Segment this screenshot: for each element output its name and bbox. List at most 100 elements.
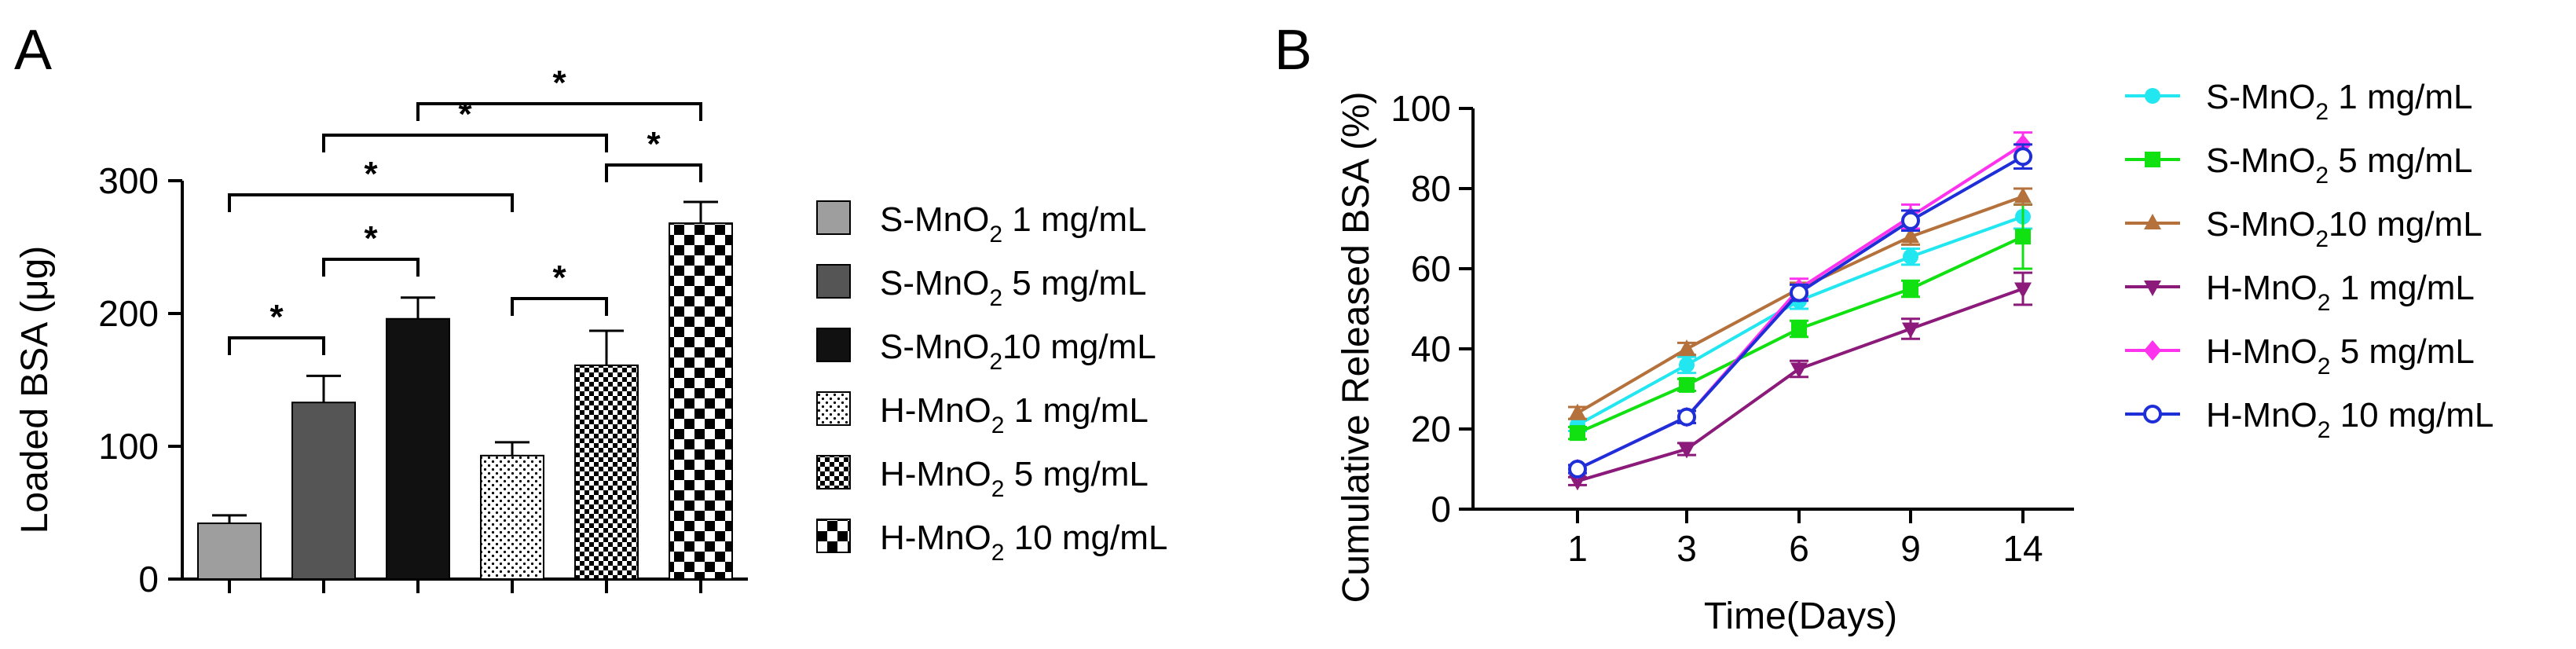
significance-star: * — [364, 219, 378, 258]
legend-label: S-MnO2 1 mg/mL — [2206, 78, 2472, 125]
x-tick-label: 9 — [1900, 528, 1921, 569]
significance-star: * — [269, 298, 284, 336]
significance-bracket — [228, 193, 514, 212]
significance-star: * — [364, 155, 378, 193]
series-3 — [1568, 271, 2032, 491]
y-tick-label: 0 — [138, 559, 159, 600]
significance-bracket — [322, 134, 608, 152]
y-tick-label: 200 — [98, 293, 159, 334]
significance-bracket — [605, 163, 702, 182]
significance-star: * — [552, 64, 566, 102]
y-tick-label: 300 — [98, 160, 159, 201]
marker-square — [1679, 376, 1695, 393]
marker-circle — [1903, 248, 1918, 265]
marker-open-circle — [2014, 147, 2032, 167]
legend-label: H-MnO2 1 mg/mL — [880, 391, 1149, 438]
legend-label: S-MnO2 1 mg/mL — [880, 200, 1146, 248]
marker-open-circle — [2143, 405, 2162, 424]
legend-label: S-MnO210 mg/mL — [2206, 205, 2483, 252]
legend-swatch — [816, 391, 851, 426]
y-tick-label: 20 — [1411, 409, 1451, 449]
series-5 — [1568, 143, 2032, 478]
marker-triangle-down — [1569, 475, 1586, 491]
x-tick-label: 3 — [1676, 528, 1697, 569]
marker-triangle-up — [1569, 403, 1586, 420]
significance-bracket — [416, 102, 702, 121]
legend-label: S-MnO2 5 mg/mL — [880, 264, 1146, 311]
marker-square — [2145, 152, 2160, 167]
legend-label: S-MnO210 mg/mL — [880, 328, 1156, 375]
bar — [386, 317, 450, 580]
marker-square — [1570, 425, 1585, 442]
bar — [197, 522, 262, 581]
bar — [480, 454, 544, 581]
panel-a-label: A — [14, 19, 52, 82]
marker-triangle-down — [1790, 362, 1808, 379]
marker-triangle-up — [2144, 214, 2161, 229]
x-tick-label: 6 — [1789, 528, 1809, 569]
marker-triangle-down — [2014, 282, 2032, 299]
marker-circle — [2145, 88, 2160, 104]
bar — [291, 402, 356, 580]
marker-open-circle — [1568, 460, 1587, 478]
panel-a-axes: 0 100 200 300 — [98, 160, 748, 600]
panel-a-legend: S-MnO2 1 mg/mL S-MnO2 5 mg/mL S-MnO210 mg/… — [816, 200, 1167, 566]
panel-b-label: B — [1274, 19, 1312, 82]
legend-swatch — [816, 264, 851, 299]
legend-swatch — [816, 328, 851, 362]
marker-open-circle — [1790, 283, 1808, 302]
y-tick-label: 80 — [1411, 168, 1451, 209]
series-0 — [1568, 203, 2032, 433]
panel-b-y-axis-title: Cumulative Released BSA (%) — [1336, 92, 1377, 603]
marker-triangle-down — [1678, 442, 1695, 459]
series-1 — [1568, 203, 2032, 442]
marker-triangle-up — [1678, 339, 1695, 355]
significance-bracket — [322, 258, 420, 277]
legend-label: H-MnO2 10 mg/mL — [2206, 396, 2494, 443]
panel-b-axes: 0 20 40 60 80 100 1 3 6 9 14 — [1391, 88, 2074, 569]
panel-a-y-axis-title: Loaded BSA (μg) — [14, 246, 56, 534]
y-tick-label: 40 — [1411, 328, 1451, 369]
marker-circle — [1679, 357, 1695, 373]
panel-b-series — [1568, 131, 2032, 491]
legend-swatch — [816, 519, 851, 553]
panel-a-bars — [197, 200, 733, 581]
bar — [574, 364, 639, 580]
significance-star: * — [458, 95, 472, 134]
bar — [669, 222, 733, 580]
legend-swatch — [816, 200, 851, 235]
y-tick-label: 0 — [1431, 489, 1451, 530]
y-tick-label: 100 — [98, 426, 159, 467]
marker-triangle-up — [1902, 227, 1919, 244]
panel-b: B 0 20 40 60 80 100 1 3 6 9 14 Cumulative Released… — [1274, 19, 2494, 637]
significance-star: * — [647, 125, 661, 163]
marker-open-circle — [1901, 211, 1920, 230]
legend-swatch — [816, 455, 851, 490]
legend-label: H-MnO2 5 mg/mL — [880, 455, 1149, 502]
panel-a-significance: * * * * * * * — [228, 64, 702, 355]
legend-label: H-MnO2 5 mg/mL — [2206, 332, 2475, 380]
marker-square — [2015, 229, 2031, 245]
y-tick-label: 60 — [1411, 248, 1451, 289]
series-line — [1577, 287, 2024, 483]
legend-label: H-MnO2 1 mg/mL — [2206, 269, 2475, 316]
x-tick-label: 1 — [1567, 528, 1588, 569]
x-tick-label: 14 — [2003, 528, 2043, 569]
legend-label: S-MnO2 5 mg/mL — [2206, 141, 2472, 189]
legend-label: H-MnO2 10 mg/mL — [880, 519, 1167, 566]
marker-square — [1791, 321, 1807, 337]
marker-square — [1903, 280, 1918, 297]
significance-bracket — [511, 297, 608, 316]
y-tick-label: 100 — [1391, 88, 1451, 129]
marker-open-circle — [1677, 407, 1696, 427]
marker-triangle-down — [2144, 280, 2161, 296]
significance-star: * — [552, 258, 566, 297]
panel-b-legend: S-MnO2 1 mg/mL S-MnO2 5 mg/mL S-MnO210 mg/… — [2125, 78, 2494, 443]
marker-triangle-up — [2014, 187, 2032, 204]
marker-diamond — [2144, 340, 2161, 361]
marker-triangle-down — [1902, 322, 1919, 339]
panel-a: A 0 100 200 300 * * * * * * * Loaded BSA (μg) S-M… — [14, 19, 1167, 600]
significance-bracket — [228, 336, 325, 355]
panel-b-x-axis-title: Time(Days) — [1704, 596, 1897, 637]
